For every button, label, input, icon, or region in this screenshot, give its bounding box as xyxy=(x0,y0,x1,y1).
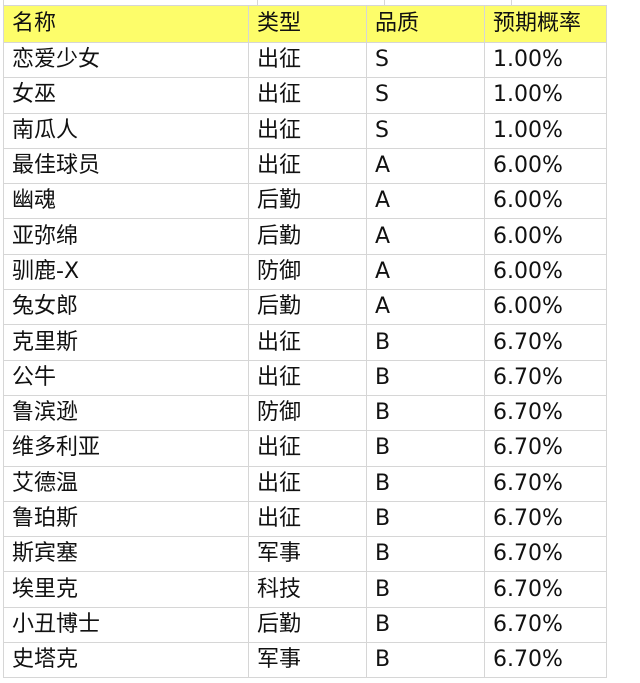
cell-quality[interactable]: B xyxy=(366,642,485,679)
table-row: 鲁珀斯 出征 B 6.70% xyxy=(3,500,607,538)
header-cell-name[interactable]: 名称 xyxy=(3,5,249,43)
cell-name[interactable]: 鲁珀斯 xyxy=(3,500,249,538)
cell-probability[interactable]: 6.70% xyxy=(484,642,607,679)
table-row: 克里斯 出征 B 6.70% xyxy=(3,324,607,361)
table-row: 驯鹿-X 防御 A 6.00% xyxy=(3,253,607,291)
cell-quality[interactable]: B xyxy=(366,571,485,608)
cell-probability[interactable]: 6.70% xyxy=(484,536,607,573)
table-row: 鲁滨逊 防御 B 6.70% xyxy=(3,394,607,432)
cell-name[interactable]: 幽魂 xyxy=(3,183,249,220)
cell-probability[interactable]: 6.70% xyxy=(484,324,607,361)
cell-quality[interactable]: A xyxy=(366,183,485,220)
cell-name[interactable]: 克里斯 xyxy=(3,324,249,361)
cell-probability[interactable]: 6.00% xyxy=(484,183,607,220)
cell-quality[interactable]: B xyxy=(366,536,485,573)
cell-type[interactable]: 后勤 xyxy=(248,289,367,326)
table-row: 最佳球员 出征 A 6.00% xyxy=(3,147,607,185)
cell-quality[interactable]: B xyxy=(366,465,485,502)
cell-probability[interactable]: 6.70% xyxy=(484,394,607,432)
cell-probability[interactable]: 6.70% xyxy=(484,606,607,644)
cell-quality[interactable]: S xyxy=(366,41,485,79)
cell-type[interactable]: 防御 xyxy=(248,253,367,291)
cell-type[interactable]: 科技 xyxy=(248,571,367,608)
cell-name[interactable]: 鲁滨逊 xyxy=(3,394,249,432)
cell-probability[interactable]: 1.00% xyxy=(484,112,607,149)
cell-quality[interactable]: A xyxy=(366,253,485,291)
table-row: 兔女郎 后勤 A 6.00% xyxy=(3,289,607,326)
cell-type[interactable]: 出征 xyxy=(248,500,367,538)
header-cell-type[interactable]: 类型 xyxy=(248,5,367,43)
table-row: 亚弥绵 后勤 A 6.00% xyxy=(3,218,607,255)
cell-type[interactable]: 出征 xyxy=(248,112,367,149)
cell-type[interactable]: 防御 xyxy=(248,394,367,432)
table-row: 南瓜人 出征 S 1.00% xyxy=(3,112,607,149)
cell-name[interactable]: 斯宾塞 xyxy=(3,536,249,573)
table-row: 艾德温 出征 B 6.70% xyxy=(3,465,607,502)
cell-type[interactable]: 出征 xyxy=(248,41,367,79)
cell-probability[interactable]: 6.00% xyxy=(484,253,607,291)
table-row: 史塔克 军事 B 6.70% xyxy=(3,642,607,679)
cell-probability[interactable]: 6.70% xyxy=(484,571,607,608)
cell-type[interactable]: 后勤 xyxy=(248,183,367,220)
table-row: 斯宾塞 军事 B 6.70% xyxy=(3,536,607,573)
cell-type[interactable]: 出征 xyxy=(248,147,367,185)
header-row: 名称 类型 品质 预期概率 xyxy=(3,5,607,43)
cell-quality[interactable]: B xyxy=(366,500,485,538)
cell-name[interactable]: 埃里克 xyxy=(3,571,249,608)
cell-quality[interactable]: B xyxy=(366,324,485,361)
table-row: 女巫 出征 S 1.00% xyxy=(3,77,607,114)
cell-probability[interactable]: 6.70% xyxy=(484,430,607,467)
cell-probability[interactable]: 6.70% xyxy=(484,500,607,538)
cell-name[interactable]: 史塔克 xyxy=(3,642,249,679)
cell-probability[interactable]: 1.00% xyxy=(484,41,607,79)
cell-name[interactable]: 女巫 xyxy=(3,77,249,114)
cell-type[interactable]: 军事 xyxy=(248,536,367,573)
cell-probability[interactable]: 1.00% xyxy=(484,77,607,114)
spreadsheet-table: 名称 类型 品质 预期概率 恋爱少女 出征 S 1.00% 女巫 出征 S 1.00% 南瓜人出… xyxy=(3,5,607,679)
cell-name[interactable]: 亚弥绵 xyxy=(3,218,249,255)
cell-quality[interactable]: B xyxy=(366,430,485,467)
cell-name[interactable]: 最佳球员 xyxy=(3,147,249,185)
cell-quality[interactable]: B xyxy=(366,359,485,396)
cell-name[interactable]: 恋爱少女 xyxy=(3,41,249,79)
cell-type[interactable]: 出征 xyxy=(248,359,367,396)
cell-probability[interactable]: 6.00% xyxy=(484,147,607,185)
cell-name[interactable]: 南瓜人 xyxy=(3,112,249,149)
header-cell-probability[interactable]: 预期概率 xyxy=(484,5,607,43)
cell-probability[interactable]: 6.70% xyxy=(484,359,607,396)
cell-quality[interactable]: S xyxy=(366,77,485,114)
table-row: 公牛 出征 B 6.70% xyxy=(3,359,607,396)
cell-probability[interactable]: 6.00% xyxy=(484,289,607,326)
cell-name[interactable]: 维多利亚 xyxy=(3,430,249,467)
cell-quality[interactable]: B xyxy=(366,606,485,644)
cell-probability[interactable]: 6.70% xyxy=(484,465,607,502)
table-row: 维多利亚 出征 B 6.70% xyxy=(3,430,607,467)
table-row: 小丑博士 后勤 B 6.70% xyxy=(3,606,607,644)
cell-type[interactable]: 后勤 xyxy=(248,218,367,255)
cell-type[interactable]: 军事 xyxy=(248,642,367,679)
cell-quality[interactable]: S xyxy=(366,112,485,149)
header-cell-quality[interactable]: 品质 xyxy=(366,5,485,43)
cell-name[interactable]: 驯鹿-X xyxy=(3,253,249,291)
cell-type[interactable]: 后勤 xyxy=(248,606,367,644)
table-row: 恋爱少女 出征 S 1.00% xyxy=(3,41,607,79)
cell-name[interactable]: 艾德温 xyxy=(3,465,249,502)
cell-quality[interactable]: B xyxy=(366,394,485,432)
cell-name[interactable]: 兔女郎 xyxy=(3,289,249,326)
cell-type[interactable]: 出征 xyxy=(248,430,367,467)
cell-quality[interactable]: A xyxy=(366,147,485,185)
cell-type[interactable]: 出征 xyxy=(248,465,367,502)
cell-name[interactable]: 小丑博士 xyxy=(3,606,249,644)
cell-quality[interactable]: A xyxy=(366,218,485,255)
cell-type[interactable]: 出征 xyxy=(248,324,367,361)
top-gridlines xyxy=(0,0,640,5)
cell-type[interactable]: 出征 xyxy=(248,77,367,114)
table-row: 幽魂 后勤 A 6.00% xyxy=(3,183,607,220)
cell-probability[interactable]: 6.00% xyxy=(484,218,607,255)
table-row: 埃里克 科技 B 6.70% xyxy=(3,571,607,608)
cell-quality[interactable]: A xyxy=(366,289,485,326)
cell-name[interactable]: 公牛 xyxy=(3,359,249,396)
